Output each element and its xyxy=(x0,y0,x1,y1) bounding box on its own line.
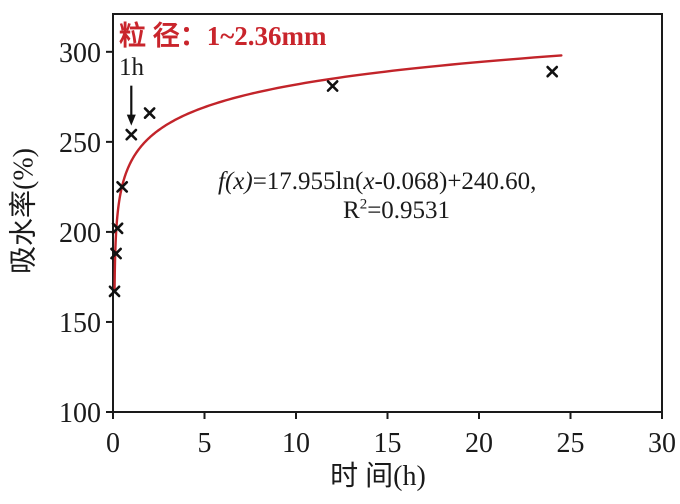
fit-equation-line1: f(x)=17.955ln(x-0.068)+240.60, xyxy=(218,168,537,195)
data-points xyxy=(108,65,559,298)
x-axis-title: 时 间(h) xyxy=(330,461,426,492)
equation-part: -0.068)+240.60, xyxy=(374,168,537,195)
y-tick-label: 200 xyxy=(59,218,101,249)
y-tick-label: 100 xyxy=(59,398,101,429)
x-tick-label: 20 xyxy=(465,428,493,459)
x-tick-label: 25 xyxy=(557,428,585,459)
x-tick-label: 0 xyxy=(106,428,120,459)
annotation-arrow-head xyxy=(126,114,136,126)
data-point-marker xyxy=(111,222,124,235)
one-hour-arrow-label: 1h xyxy=(119,54,144,81)
equation-part: f(x) xyxy=(218,168,253,195)
y-axis: 100 150 200 250 300 xyxy=(59,38,113,429)
y-tick-label: 150 xyxy=(59,308,101,339)
equation-part: R xyxy=(343,197,360,224)
equation-part: =17.955ln( xyxy=(252,168,364,195)
data-point-marker xyxy=(125,128,138,141)
x-tick-label: 15 xyxy=(374,428,402,459)
y-tick-label: 250 xyxy=(59,128,101,159)
x-tick-label: 10 xyxy=(282,428,310,459)
x-axis: 0 5 10 15 20 25 30 xyxy=(106,412,676,459)
equation-part: x xyxy=(363,168,375,195)
equation-part: 2 xyxy=(359,196,368,213)
particle-size-annotation: 粒 径：1~2.36mm xyxy=(119,21,327,51)
x-tick-label: 30 xyxy=(648,428,676,459)
y-tick-label: 300 xyxy=(59,38,101,69)
fit-equation-line2: R2=0.9531 xyxy=(343,196,451,224)
data-point-marker xyxy=(546,65,559,78)
data-point-marker xyxy=(326,80,339,92)
equation-part: =0.9531 xyxy=(367,197,451,224)
data-point-marker xyxy=(110,247,122,260)
data-point-marker xyxy=(143,107,156,119)
x-tick-label: 5 xyxy=(198,428,212,459)
data-point-marker xyxy=(108,285,121,298)
data-point-marker xyxy=(116,180,129,193)
y-axis-title: 吸水率(%) xyxy=(8,148,40,274)
fit-curve xyxy=(113,54,563,290)
